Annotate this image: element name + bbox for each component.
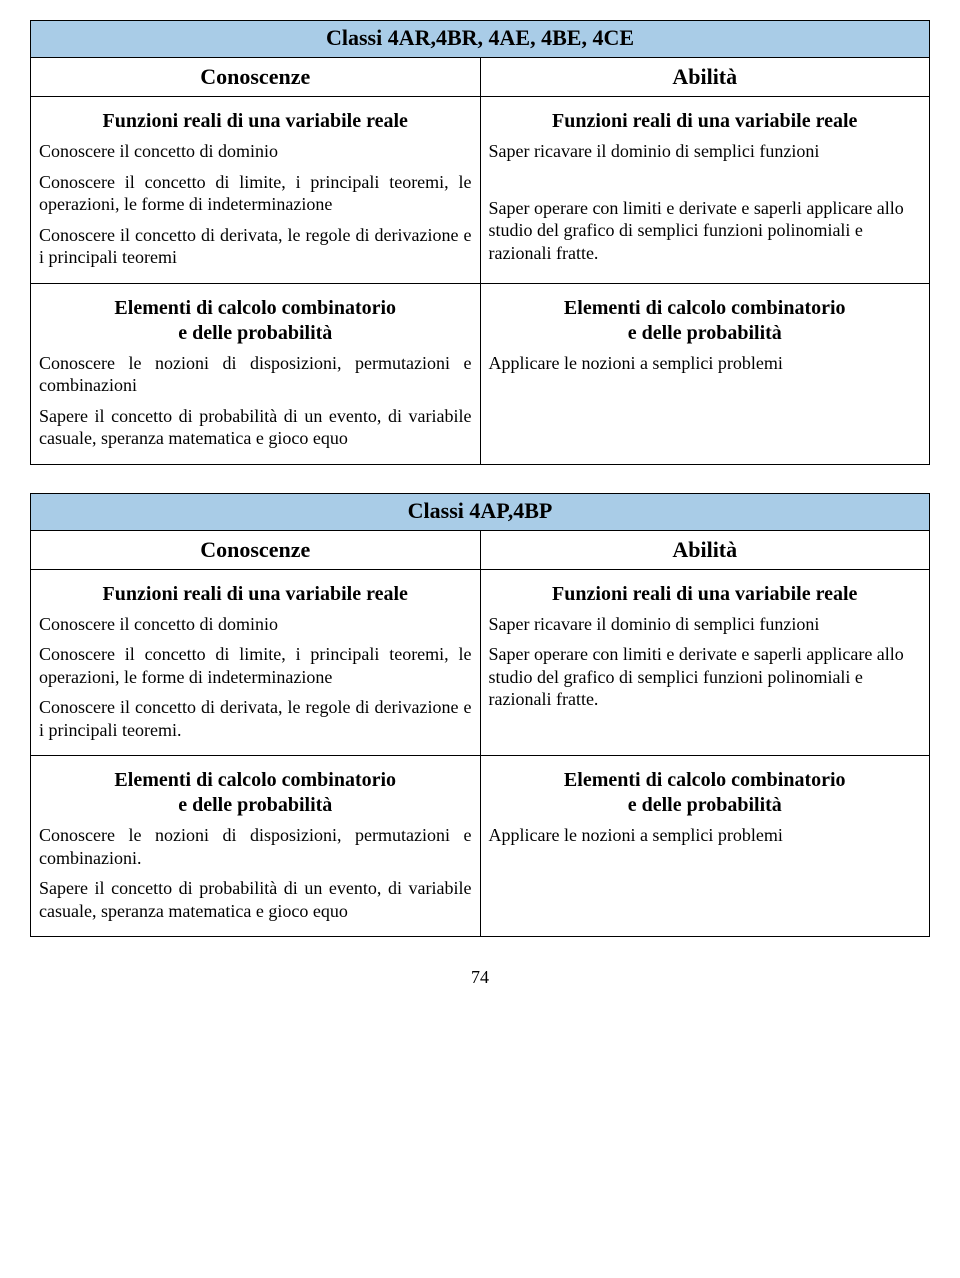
cell-left: Funzioni reali di una variabile reale Co…: [31, 97, 481, 284]
section-heading: Elementi di calcolo combinatorio e delle…: [39, 768, 472, 818]
body-text: Applicare le nozioni a semplici problemi: [489, 352, 922, 375]
section-heading: Funzioni reali di una variabile reale: [489, 109, 922, 134]
cell-right: Funzioni reali di una variabile reale Sa…: [480, 569, 930, 756]
table-title: Classi 4AR,4BR, 4AE, 4BE, 4CE: [31, 21, 930, 58]
col-header-right: Abilità: [480, 58, 930, 97]
page-number: 74: [30, 967, 930, 988]
table-row: Elementi di calcolo combinatorio e delle…: [31, 756, 930, 937]
curriculum-table-1: Classi 4AR,4BR, 4AE, 4BE, 4CE Conoscenze…: [30, 20, 930, 465]
table-row: Funzioni reali di una variabile reale Co…: [31, 569, 930, 756]
heading-line1: Elementi di calcolo combinatorio: [564, 297, 846, 319]
heading-line1: Elementi di calcolo combinatorio: [114, 297, 396, 319]
body-text: Conoscere le nozioni di disposizioni, pe…: [39, 352, 472, 397]
body-text: Conoscere il concetto di dominio: [39, 613, 472, 636]
heading-line2: e delle probabilità: [628, 794, 782, 816]
body-text: Conoscere il concetto di derivata, le re…: [39, 224, 472, 269]
table-header-row: Conoscenze Abilità: [31, 58, 930, 97]
spacer: [489, 171, 922, 191]
cell-right: Elementi di calcolo combinatorio e delle…: [480, 756, 930, 937]
body-text: Conoscere il concetto di limite, i princ…: [39, 171, 472, 216]
section-heading: Funzioni reali di una variabile reale: [489, 582, 922, 607]
table-title: Classi 4AP,4BP: [31, 493, 930, 530]
body-text: Sapere il concetto di probabilità di un …: [39, 877, 472, 922]
section-heading: Elementi di calcolo combinatorio e delle…: [489, 768, 922, 818]
table-header-row: Conoscenze Abilità: [31, 530, 930, 569]
body-text: Conoscere le nozioni di disposizioni, pe…: [39, 824, 472, 869]
table-title-row: Classi 4AP,4BP: [31, 493, 930, 530]
section-heading: Elementi di calcolo combinatorio e delle…: [39, 296, 472, 346]
table-row: Elementi di calcolo combinatorio e delle…: [31, 283, 930, 464]
cell-left: Elementi di calcolo combinatorio e delle…: [31, 756, 481, 937]
col-header-right: Abilità: [480, 530, 930, 569]
body-text: Conoscere il concetto di derivata, le re…: [39, 696, 472, 741]
heading-line1: Elementi di calcolo combinatorio: [114, 769, 396, 791]
col-header-left: Conoscenze: [31, 58, 481, 97]
body-text: Conoscere il concetto di limite, i princ…: [39, 643, 472, 688]
body-text: Applicare le nozioni a semplici problemi: [489, 824, 922, 847]
body-text: Saper operare con limiti e derivate e sa…: [489, 197, 922, 265]
heading-line2: e delle probabilità: [178, 794, 332, 816]
section-heading: Funzioni reali di una variabile reale: [39, 582, 472, 607]
body-text: Sapere il concetto di probabilità di un …: [39, 405, 472, 450]
heading-line2: e delle probabilità: [628, 322, 782, 344]
cell-right: Elementi di calcolo combinatorio e delle…: [480, 283, 930, 464]
section-heading: Elementi di calcolo combinatorio e delle…: [489, 296, 922, 346]
cell-right: Funzioni reali di una variabile reale Sa…: [480, 97, 930, 284]
table-row: Funzioni reali di una variabile reale Co…: [31, 97, 930, 284]
curriculum-table-2: Classi 4AP,4BP Conoscenze Abilità Funzio…: [30, 493, 930, 938]
body-text: Saper ricavare il dominio di semplici fu…: [489, 613, 922, 636]
heading-line1: Elementi di calcolo combinatorio: [564, 769, 846, 791]
table-title-row: Classi 4AR,4BR, 4AE, 4BE, 4CE: [31, 21, 930, 58]
cell-left: Elementi di calcolo combinatorio e delle…: [31, 283, 481, 464]
body-text: Conoscere il concetto di dominio: [39, 140, 472, 163]
heading-line2: e delle probabilità: [178, 322, 332, 344]
body-text: Saper operare con limiti e derivate e sa…: [489, 643, 922, 711]
col-header-left: Conoscenze: [31, 530, 481, 569]
section-heading: Funzioni reali di una variabile reale: [39, 109, 472, 134]
body-text: Saper ricavare il dominio di semplici fu…: [489, 140, 922, 163]
cell-left: Funzioni reali di una variabile reale Co…: [31, 569, 481, 756]
